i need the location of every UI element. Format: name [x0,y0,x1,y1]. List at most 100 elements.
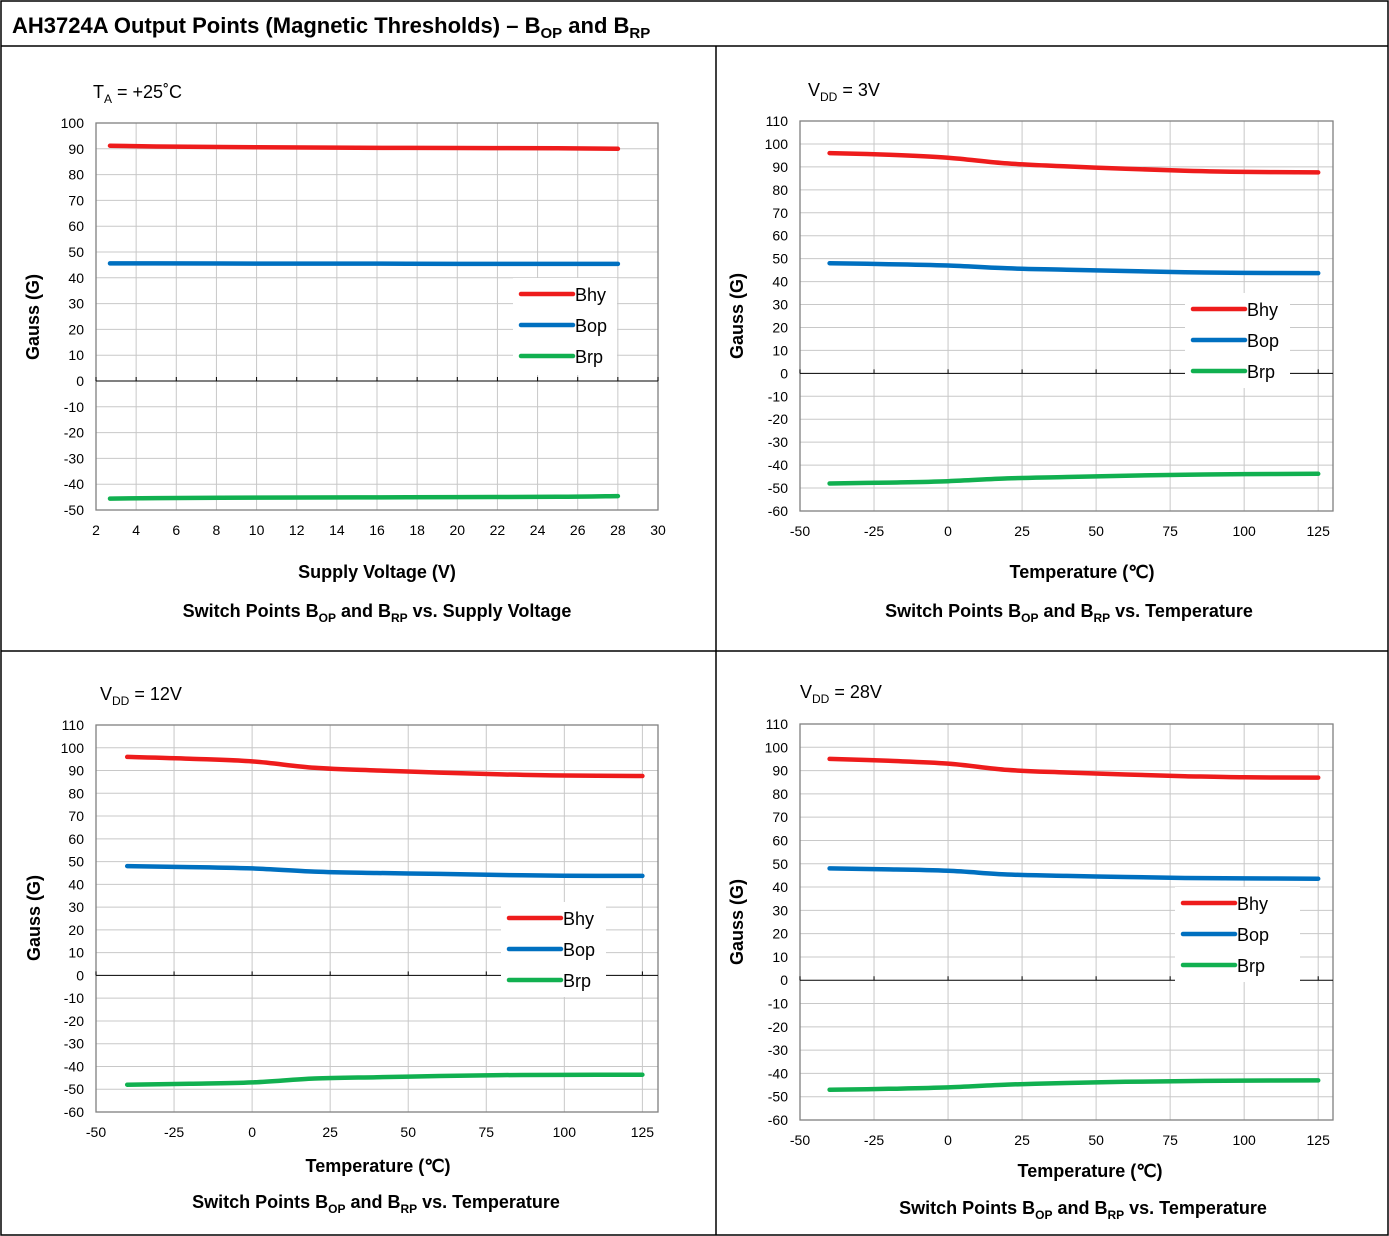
x-tick-label: 0 [944,523,952,539]
plot-area-frame [95,724,659,1113]
y-tick-label: 50 [772,251,788,267]
y-tick-label: 0 [780,365,788,381]
y-tick-label: 100 [61,115,85,131]
x-tick-label: 100 [1232,1132,1256,1148]
series-line-bop [827,866,1321,881]
chart-temperature-vdd-28v: 1101009080706050403020100-10-20-30-40-50… [727,682,1334,1222]
y-tick-label: 90 [68,141,84,157]
y-tick-label: -10 [768,388,788,404]
y-tick-label: 10 [772,949,788,965]
y-tick-label: 10 [772,342,788,358]
condition-label: TA = +25˚C [93,82,182,106]
y-tick-label: 50 [772,856,788,872]
y-tick-label: 90 [772,159,788,175]
y-tick-label: -50 [64,1081,84,1097]
legend-label-bop: Bop [1237,925,1269,945]
y-tick-label: 110 [62,717,85,733]
y-tick-label: -30 [768,434,788,450]
x-tick-label: 75 [1162,1132,1178,1148]
x-tick-label: 125 [631,1124,655,1140]
x-axis-label: Temperature (℃) [306,1156,451,1176]
y-tick-label: 0 [76,373,84,389]
y-tick-label: 70 [772,809,788,825]
y-tick-label: 70 [68,192,84,208]
y-tick-label: 20 [772,319,788,335]
y-tick-label: 90 [68,763,84,779]
y-tick-label: 0 [780,972,788,988]
x-tick-label: -50 [790,1132,810,1148]
x-tick-label: 25 [1014,523,1030,539]
series-line-brp [124,1072,645,1087]
y-tick-label: 100 [765,136,789,152]
x-tick-label: 10 [249,522,265,538]
y-tick-label: -40 [768,457,788,473]
y-tick-label: -60 [768,1112,788,1128]
y-tick-label: -20 [64,425,84,441]
series-line-bop [107,261,621,267]
x-tick-label: 2 [92,522,100,538]
y-axis-label: Gauss (G) [24,875,44,961]
legend-label-bhy: Bhy [563,909,594,929]
series-line-bop [827,260,1321,276]
plot-area-frame [799,120,1334,512]
y-tick-label: 30 [68,899,84,915]
condition-label: VDD = 12V [100,684,182,708]
y-tick-label: 80 [68,785,84,801]
x-tick-label: 4 [132,522,140,538]
y-tick-label: -40 [64,476,84,492]
y-tick-label: -20 [768,1019,788,1035]
chart-caption: Switch Points BOP and BRP vs. Temperatur… [885,601,1253,625]
x-tick-label: 0 [248,1124,256,1140]
y-tick-label: 90 [772,763,788,779]
legend-label-brp: Brp [1247,362,1275,382]
x-tick-label: 25 [1014,1132,1030,1148]
y-tick-label: -30 [64,1036,84,1052]
y-tick-label: -10 [64,399,84,415]
page-title: AH3724A Output Points (Magnetic Threshol… [12,13,650,42]
x-tick-label: 25 [322,1124,338,1140]
y-tick-label: -20 [64,1013,84,1029]
y-tick-label: 20 [772,926,788,942]
y-tick-label: 50 [68,854,84,870]
condition-label: VDD = 28V [800,682,882,706]
y-tick-label: 40 [772,879,788,895]
series-line-bhy [107,143,621,152]
y-tick-label: 30 [68,296,84,312]
x-tick-label: 26 [570,522,586,538]
series-line-bhy [827,756,1321,780]
x-axis-label: Temperature (℃) [1010,562,1155,582]
y-tick-label: 10 [68,347,84,363]
y-tick-label: 70 [68,808,84,824]
x-tick-label: 50 [400,1124,416,1140]
x-axis-label: Temperature (℃) [1018,1161,1163,1181]
y-tick-label: -50 [768,1089,788,1105]
chart-caption: Switch Points BOP and BRP vs. Temperatur… [899,1198,1267,1222]
y-tick-label: 20 [68,321,84,337]
x-tick-label: 125 [1307,1132,1331,1148]
x-tick-label: 125 [1307,523,1331,539]
x-tick-label: 28 [610,522,626,538]
y-tick-label: -60 [64,1104,84,1120]
x-tick-label: 50 [1088,1132,1104,1148]
legend-label-brp: Brp [1237,956,1265,976]
legend-label-bop: Bop [1247,331,1279,351]
x-tick-label: -25 [864,1132,884,1148]
legend-label-bop: Bop [563,940,595,960]
y-tick-label: -30 [768,1042,788,1058]
chart-temperature-vdd-3v: 1101009080706050403020100-10-20-30-40-50… [727,80,1334,625]
x-tick-label: -25 [164,1124,184,1140]
y-tick-label: 70 [772,205,788,221]
legend-label-bop: Bop [575,316,607,336]
x-tick-label: -25 [864,523,884,539]
series-line-brp [827,471,1321,486]
plot-area-frame [95,122,659,511]
x-tick-label: 24 [530,522,546,538]
legend-label-brp: Brp [563,971,591,991]
y-tick-label: 0 [76,967,84,983]
y-tick-label: -50 [64,502,84,518]
y-tick-label: 10 [68,945,84,961]
x-tick-label: 100 [1232,523,1256,539]
y-tick-label: -20 [768,411,788,427]
chart-caption: Switch Points BOP and BRP vs. Supply Vol… [183,601,572,625]
